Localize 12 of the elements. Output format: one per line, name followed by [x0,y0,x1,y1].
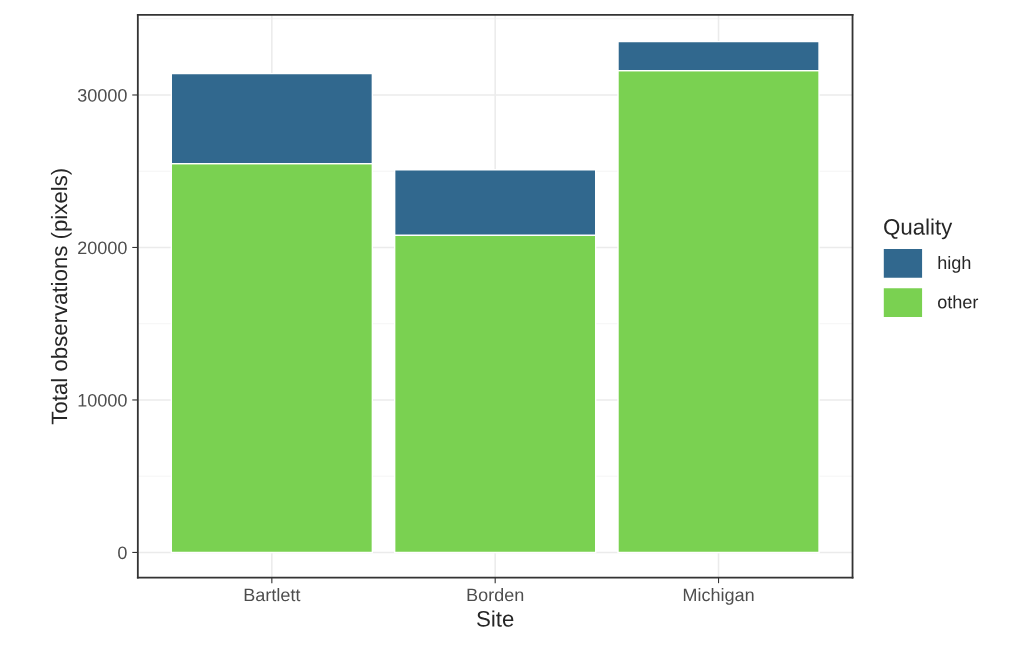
y-tick-label: 10000 [78,393,127,407]
y-tick-label: 30000 [77,88,127,102]
y-axis-title: Total observations (pixels) [50,169,72,425]
x-tick-label: Bartlett [244,588,301,602]
y-tick-label: 0 [118,546,127,560]
x-tick-label: Michigan [683,588,754,605]
x-tick-label: Borden [467,588,524,602]
legend-title: Quality [884,218,953,240]
legend-label: other [938,295,979,309]
legend-label: high [938,255,971,273]
y-tick-label: 20000 [78,241,127,255]
x-axis-title: Site [477,610,514,627]
